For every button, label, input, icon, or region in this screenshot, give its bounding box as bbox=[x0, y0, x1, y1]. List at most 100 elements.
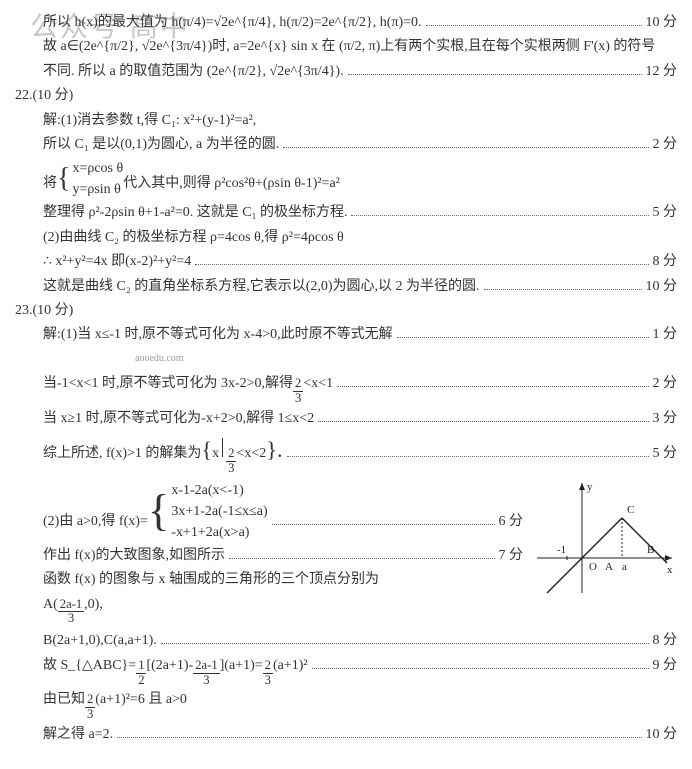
q23-l2: 当-1<x<1 时,原不等式可化为 3x-2>0,解得 23 <x<1 2 分 bbox=[15, 373, 677, 406]
dot-filler bbox=[117, 724, 641, 738]
text: <x<2 bbox=[236, 443, 266, 465]
score: 12 分 bbox=[646, 61, 678, 83]
score: 10 分 bbox=[646, 276, 678, 298]
q22-l4: 整理得 ρ²-2ρsin θ+1-a²=0. 这就是 C₁ 的极坐标方程. 5 … bbox=[15, 202, 677, 224]
label-O: O bbox=[589, 561, 597, 573]
cont-line-1: 所以 h(x)的最大值为 h(π/4)=√2e^{π/4}, h(π/2)=2e… bbox=[15, 12, 677, 34]
fraction: 23 bbox=[226, 447, 236, 476]
question-number: 22. bbox=[15, 85, 33, 107]
text: A( bbox=[43, 594, 58, 616]
q23-header: 23. (10 分) bbox=[15, 300, 677, 322]
score: 6 分 bbox=[499, 511, 524, 533]
q23-l4: 综上所述, f(x)>1 的解集为 { x 23 <x<2 }. 5 分 bbox=[15, 432, 677, 476]
piece-2: 3x+1-2a(-1≤x≤a) bbox=[171, 501, 267, 522]
watermark-url: aooedu.com bbox=[15, 349, 677, 371]
dot-filler bbox=[287, 444, 649, 458]
score: 3 分 bbox=[653, 408, 678, 430]
text: 所以 C₁ 是以(0,1)为圆心, a 为半径的圆. bbox=[43, 134, 279, 156]
q23-l3: 当 x≥1 时,原不等式可化为-x+2>0,解得 1≤x<2 3 分 bbox=[15, 408, 677, 430]
fraction: 12 bbox=[136, 659, 146, 688]
cont-line-2: 故 a∈(2e^{π/2}, √2e^{3π/4})时, a=2e^{x} si… bbox=[15, 36, 677, 58]
fraction: 23 bbox=[85, 693, 95, 722]
text: ](a+1)= bbox=[220, 655, 263, 677]
text: 当-1<x<1 时,原不等式可化为 3x-2>0,解得 bbox=[43, 373, 293, 395]
score: 9 分 bbox=[653, 655, 678, 677]
label-B: B bbox=[647, 544, 654, 556]
text: 故 a∈(2e^{π/2}, √2e^{3π/4})时, a=2e^{x} si… bbox=[43, 36, 655, 58]
set-lbrace: { bbox=[201, 432, 212, 468]
label-y: y bbox=[587, 481, 593, 493]
q23-l8: A( 2a-13 ,0), bbox=[15, 594, 523, 627]
label-C: C bbox=[627, 504, 634, 516]
label-x: x bbox=[667, 564, 673, 576]
dot-filler bbox=[229, 545, 495, 559]
text: 作出 f(x)的大致图象,如图所示 bbox=[43, 545, 225, 567]
label-a: a bbox=[622, 561, 627, 573]
label-minus1: -1 bbox=[557, 544, 566, 556]
q23-l10: 故 S_{△ABC}= 12 [(2a+1)- 2a-13 ](a+1)= 23… bbox=[15, 655, 677, 688]
q23-l12: 解之得 a=2. 10 分 bbox=[15, 724, 677, 746]
dot-filler bbox=[161, 631, 649, 645]
dot-filler bbox=[426, 12, 642, 26]
text: 故 S_{△ABC}= bbox=[43, 655, 136, 677]
text: <x<1 bbox=[303, 373, 333, 395]
score: 8 分 bbox=[653, 630, 678, 652]
dot-filler bbox=[283, 134, 648, 148]
text: (a+1)² bbox=[273, 655, 308, 677]
q23-l5: (2)由 a>0,得 f(x)= { x-1-2a(x<-1) 3x+1-2a(… bbox=[15, 480, 523, 543]
dot-filler bbox=[337, 373, 648, 387]
question-points: (10 分) bbox=[33, 85, 74, 107]
text: 解:(1)当 x≤-1 时,原不等式可化为 x-4>0,此时原不等式无解 bbox=[43, 324, 393, 346]
text: B(2a+1,0),C(a,a+1). bbox=[43, 630, 157, 652]
score: 1 分 bbox=[653, 324, 678, 346]
text: (2)由曲线 C₂ 的极坐标方程 ρ=4cos θ,得 ρ²=4ρcos θ bbox=[43, 227, 344, 249]
q22-header: 22. (10 分) bbox=[15, 85, 677, 107]
triangle-graph: O A a B C -1 y x bbox=[527, 478, 677, 606]
q23-l9: B(2a+1,0),C(a,a+1). 8 分 bbox=[15, 630, 677, 652]
fraction: 2a-13 bbox=[58, 598, 84, 627]
set-rbrace: }. bbox=[266, 432, 282, 468]
score: 10 分 bbox=[646, 12, 678, 34]
fraction: 23 bbox=[263, 659, 273, 688]
q22-l3: 将 { x=ρcos θ y=ρsin θ 代入其中,则得 ρ²cos²θ+(ρ… bbox=[15, 158, 677, 200]
text: ∴ x²+y²=4x 即(x-2)²+y²=4 bbox=[43, 251, 191, 273]
dot-filler bbox=[312, 655, 649, 669]
text: 解:(1)消去参数 t,得 C₁: x²+(y-1)²=a², bbox=[43, 110, 256, 132]
score: 8 分 bbox=[653, 251, 678, 273]
text: 不同. 所以 a 的取值范围为 (2e^{π/2}, √2e^{3π/4}). bbox=[43, 61, 344, 83]
text: [(2a+1)- bbox=[146, 655, 193, 677]
text: 由已知 bbox=[43, 689, 85, 711]
question-number: 23. bbox=[15, 300, 33, 322]
score: 5 分 bbox=[653, 202, 678, 224]
set-var: x bbox=[212, 443, 219, 465]
piecewise-function: { x-1-2a(x<-1) 3x+1-2a(-1≤x≤a) -x+1+2a(x… bbox=[148, 480, 268, 543]
q22-l5: (2)由曲线 C₂ 的极坐标方程 ρ=4cos θ,得 ρ²=4ρcos θ bbox=[15, 227, 677, 249]
text: 将 bbox=[43, 173, 57, 195]
score: 5 分 bbox=[653, 443, 678, 465]
dot-filler bbox=[351, 203, 648, 217]
text: ,0), bbox=[84, 594, 103, 616]
text: 当 x≥1 时,原不等式可化为-x+2>0,解得 1≤x<2 bbox=[43, 408, 314, 430]
set-bar-icon bbox=[222, 438, 223, 458]
q22-l7: 这就是曲线 C₂ 的直角坐标系方程,它表示以(2,0)为圆心,以 2 为半径的圆… bbox=[15, 276, 677, 298]
substitution-brace: { x=ρcos θ y=ρsin θ bbox=[57, 158, 123, 200]
dot-filler bbox=[272, 512, 495, 526]
q23-l11: 由已知 23 (a+1)²=6 且 a>0 bbox=[15, 689, 677, 722]
score: 7 分 bbox=[499, 545, 524, 567]
dot-filler bbox=[195, 252, 648, 266]
cont-line-3: 不同. 所以 a 的取值范围为 (2e^{π/2}, √2e^{3π/4}). … bbox=[15, 61, 677, 83]
text: (2)由 a>0,得 f(x)= bbox=[43, 511, 148, 533]
label-A: A bbox=[605, 561, 613, 573]
dot-filler bbox=[484, 276, 642, 290]
text: (a+1)²=6 且 a>0 bbox=[95, 689, 187, 711]
q22-l1: 解:(1)消去参数 t,得 C₁: x²+(y-1)²=a², bbox=[15, 110, 677, 132]
piece-3: -x+1+2a(x>a) bbox=[171, 522, 267, 543]
q23-l6: 作出 f(x)的大致图象,如图所示 7 分 bbox=[15, 545, 523, 567]
text: 解之得 a=2. bbox=[43, 724, 113, 746]
dot-filler bbox=[397, 325, 649, 339]
url-text: aooedu.com bbox=[135, 353, 184, 364]
dot-filler bbox=[348, 61, 642, 75]
fraction: 2a-13 bbox=[193, 659, 219, 688]
sub-row1: x=ρcos θ bbox=[72, 158, 123, 179]
text: 综上所述, f(x)>1 的解集为 bbox=[43, 443, 201, 465]
